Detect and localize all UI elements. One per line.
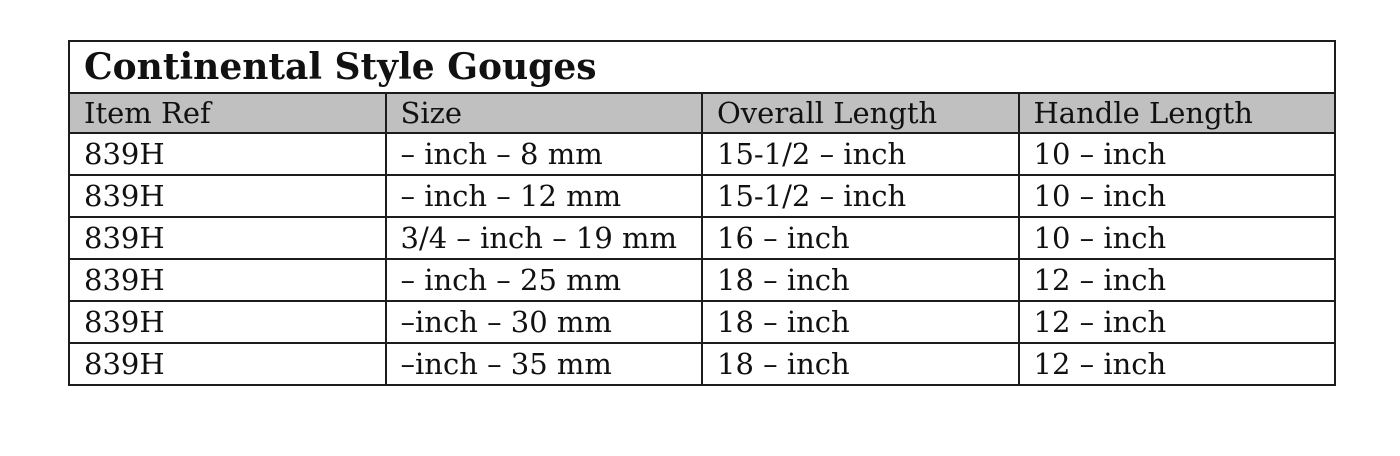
table-cell: 839H	[68, 216, 387, 260]
table-cell: –inch – 30 mm	[384, 300, 703, 344]
table-cell: 12 – inch	[1017, 342, 1336, 386]
table-cell: 12 – inch	[1017, 300, 1336, 344]
table-cell: 18 – inch	[701, 258, 1020, 302]
table-cell: 15-1/2 – inch	[701, 132, 1020, 176]
table-header-row: Item Ref Size Overall Length Handle Length	[68, 92, 1336, 134]
table-cell: 16 – inch	[701, 216, 1020, 260]
table-cell: 18 – inch	[701, 300, 1020, 344]
table-row: 839H 3/4 – inch – 19 mm 16 – inch 10 – inch	[68, 216, 1336, 260]
column-header-overall-length: Overall Length	[701, 92, 1020, 134]
column-header-handle-length: Handle Length	[1017, 92, 1336, 134]
table-row: 839H – inch – 12 mm 15-1/2 – inch 10 – inch	[68, 174, 1336, 218]
table-title-row: Continental Style Gouges	[68, 40, 1336, 94]
table-cell: – inch – 12 mm	[384, 174, 703, 218]
column-header-size: Size	[384, 92, 703, 134]
table-row: 839H – inch – 25 mm 18 – inch 12 – inch	[68, 258, 1336, 302]
table-title: Continental Style Gouges	[68, 40, 1336, 94]
table-cell: 839H	[68, 258, 387, 302]
table-cell: 12 – inch	[1017, 258, 1336, 302]
table-cell: – inch – 8 mm	[384, 132, 703, 176]
table-cell: 18 – inch	[701, 342, 1020, 386]
table-cell: 839H	[68, 300, 387, 344]
table-cell: 839H	[68, 132, 387, 176]
table-cell: – inch – 25 mm	[384, 258, 703, 302]
table-row: 839H –inch – 35 mm 18 – inch 12 – inch	[68, 342, 1336, 386]
table-cell: 3/4 – inch – 19 mm	[384, 216, 703, 260]
table-cell: 10 – inch	[1017, 132, 1336, 176]
table-cell: 839H	[68, 174, 387, 218]
table-cell: 10 – inch	[1017, 216, 1336, 260]
table-cell: –inch – 35 mm	[384, 342, 703, 386]
table-cell: 15-1/2 – inch	[701, 174, 1020, 218]
table-row: 839H –inch – 30 mm 18 – inch 12 – inch	[68, 300, 1336, 344]
column-header-item-ref: Item Ref	[68, 92, 387, 134]
table-cell: 10 – inch	[1017, 174, 1336, 218]
gouges-spec-table: Continental Style Gouges Item Ref Size Ove…	[68, 40, 1336, 386]
table-row: 839H – inch – 8 mm 15-1/2 – inch 10 – inch	[68, 132, 1336, 176]
table-cell: 839H	[68, 342, 387, 386]
